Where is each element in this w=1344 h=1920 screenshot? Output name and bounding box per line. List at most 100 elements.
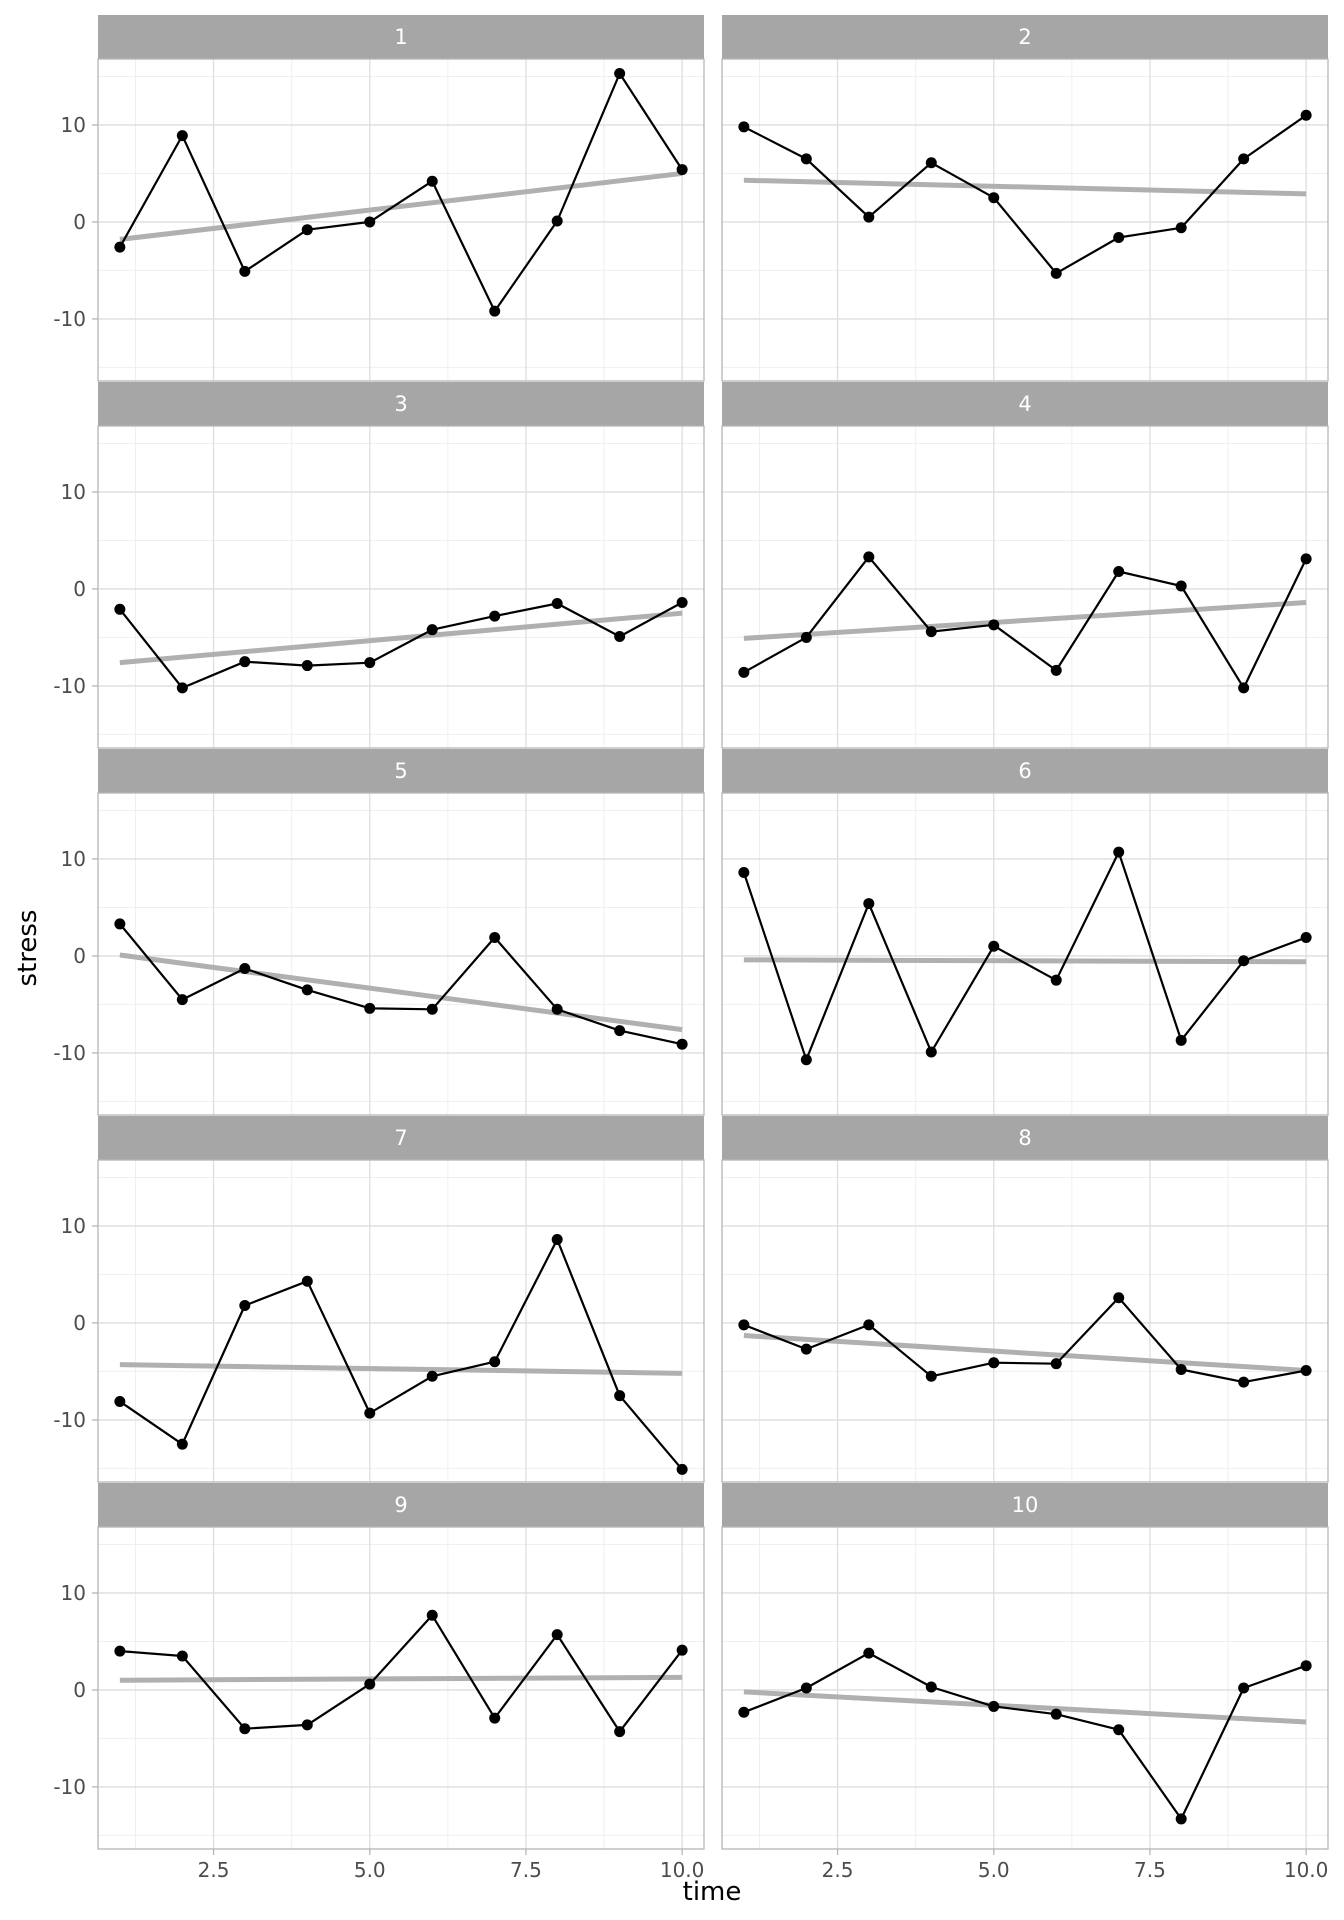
y-axis-title: stress <box>13 910 43 987</box>
data-point <box>1113 1292 1125 1304</box>
facet-panel: 8 <box>721 1116 1329 1483</box>
data-point <box>738 1319 750 1331</box>
facet-strip-label: 8 <box>1018 1126 1031 1150</box>
facet-strip-label: 10 <box>1012 1493 1039 1517</box>
data-point <box>301 1275 313 1287</box>
y-tick-label: 0 <box>73 1678 86 1702</box>
trend-line <box>119 1674 683 1683</box>
data-point <box>239 1723 251 1735</box>
data-point <box>800 1343 812 1355</box>
data-point <box>1113 231 1125 243</box>
data-point <box>676 164 688 176</box>
data-point <box>863 1319 875 1331</box>
data-point <box>426 1003 438 1015</box>
panel-background <box>98 59 704 381</box>
data-point <box>551 1003 563 1015</box>
data-point <box>551 1629 563 1641</box>
facet-strip-label: 2 <box>1018 25 1031 49</box>
panel-background <box>98 1160 704 1482</box>
x-tick-label: 5.0 <box>978 1858 1010 1882</box>
panel-border <box>721 425 1329 749</box>
data-point <box>614 1025 626 1037</box>
data-point <box>489 932 501 944</box>
panel-border <box>97 58 705 382</box>
data-point <box>863 551 875 563</box>
data-point <box>925 1046 937 1058</box>
panel-background <box>722 426 1328 748</box>
facet-panel: 9 -10 0 10 2.5 5.0 7.5 10.0 <box>53 1483 705 1882</box>
trend-line <box>119 952 683 1033</box>
data-point <box>925 1370 937 1382</box>
data-point <box>614 68 626 80</box>
trend-line <box>743 177 1307 197</box>
trend-line <box>119 170 683 242</box>
facet-strip <box>98 1483 704 1527</box>
facet-panel: 2 <box>721 15 1329 382</box>
data-point <box>1050 974 1062 986</box>
data-point <box>1175 1813 1187 1825</box>
data-point <box>1113 846 1125 858</box>
data-point <box>114 1645 126 1657</box>
data-point <box>614 1726 626 1738</box>
y-tick-label: -10 <box>53 1408 86 1432</box>
y-tick-label: 10 <box>61 113 86 137</box>
data-point <box>489 1356 501 1368</box>
y-tick-label: -10 <box>53 1041 86 1065</box>
y-tick-label: 10 <box>61 1581 86 1605</box>
facet-strip-label: 6 <box>1018 759 1031 783</box>
data-point <box>1175 580 1187 592</box>
data-point <box>925 1681 937 1693</box>
data-point <box>114 918 126 930</box>
data-point <box>551 1234 563 1246</box>
trend-line <box>743 1333 1307 1373</box>
data-point <box>176 130 188 142</box>
series-line <box>742 851 1307 1061</box>
data-point <box>301 660 313 672</box>
data-point <box>301 984 313 996</box>
data-point <box>1238 1682 1250 1694</box>
data-point <box>1175 222 1187 234</box>
facet-strip <box>722 1116 1328 1160</box>
data-point <box>1050 1708 1062 1720</box>
y-tick-label: 0 <box>73 1311 86 1335</box>
series-line <box>119 601 683 690</box>
trend-line <box>743 1689 1307 1725</box>
data-point <box>925 626 937 638</box>
data-point <box>1300 553 1312 565</box>
y-tick-label: 0 <box>73 577 86 601</box>
data-point <box>738 867 750 879</box>
facet-panels: 1 -10 0 10 2 3 -10 0 10 4 5 -10 0 10 6 7 -10 0 10 8 9 -10 0 10 2… <box>53 15 1329 1882</box>
data-point <box>426 624 438 636</box>
data-point <box>800 631 812 643</box>
panel-background <box>722 1160 1328 1482</box>
data-point <box>738 1706 750 1718</box>
y-tick-label: -10 <box>53 307 86 331</box>
x-tick-label: 2.5 <box>822 1858 854 1882</box>
x-tick-label: 10.0 <box>1284 1858 1329 1882</box>
trend-line <box>743 957 1307 965</box>
panel-background <box>98 426 704 748</box>
series-line <box>119 1238 683 1471</box>
series-line <box>118 72 684 313</box>
data-point <box>239 265 251 277</box>
data-point <box>800 153 812 165</box>
data-point <box>1050 664 1062 676</box>
data-point <box>364 216 376 228</box>
data-point <box>176 1438 188 1450</box>
data-point <box>301 224 313 236</box>
facet-panel: 1 -10 0 10 <box>53 15 705 382</box>
data-point <box>988 619 1000 631</box>
data-point <box>988 940 1000 952</box>
facet-panel: 7 -10 0 10 <box>53 1116 705 1483</box>
data-point <box>738 666 750 678</box>
data-point <box>1238 1376 1250 1388</box>
data-point <box>489 610 501 622</box>
data-point <box>489 1712 501 1724</box>
trend-line <box>119 610 683 666</box>
x-tick-label: 2.5 <box>198 1858 230 1882</box>
data-point <box>1113 565 1125 577</box>
facet-panel: 5 -10 0 10 <box>53 749 705 1116</box>
data-point <box>800 1054 812 1066</box>
data-point <box>301 1719 313 1731</box>
